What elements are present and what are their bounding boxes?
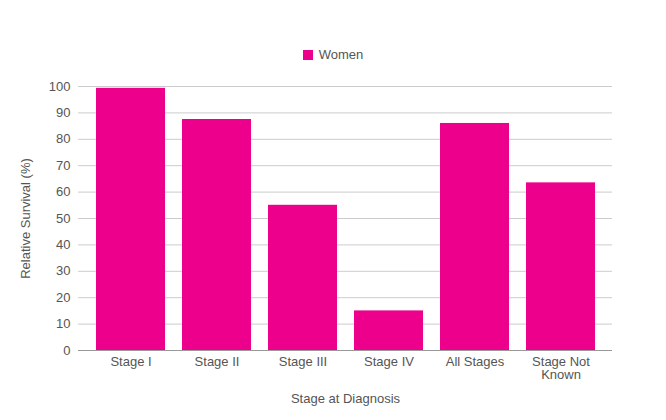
- svg-text:30: 30: [56, 263, 70, 278]
- svg-text:60: 60: [56, 184, 70, 199]
- svg-text:80: 80: [56, 131, 70, 146]
- svg-text:50: 50: [56, 211, 70, 226]
- svg-text:70: 70: [56, 158, 70, 173]
- svg-text:90: 90: [56, 105, 70, 120]
- svg-text:20: 20: [56, 290, 70, 305]
- svg-text:Stage I: Stage I: [110, 354, 151, 369]
- svg-text:Stage IV: Stage IV: [364, 354, 414, 369]
- svg-text:Stage III: Stage III: [279, 354, 327, 369]
- svg-text:10: 10: [56, 316, 70, 331]
- svg-text:All Stages: All Stages: [446, 354, 505, 369]
- svg-text:40: 40: [56, 237, 70, 252]
- svg-text:0: 0: [63, 343, 70, 358]
- html-text:Women: Women: [318, 47, 364, 62]
- svg-text:Stage at Diagnosis: Stage at Diagnosis: [291, 391, 401, 406]
- svg-text:Relative Survival (%): Relative Survival (%): [18, 158, 33, 279]
- svg-text:Stage NotKnown: Stage NotKnown: [532, 354, 590, 382]
- svg-text:100: 100: [49, 79, 71, 94]
- svg-text:Stage II: Stage II: [195, 354, 240, 369]
